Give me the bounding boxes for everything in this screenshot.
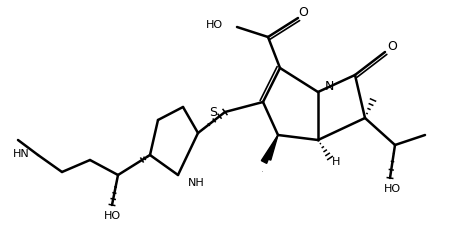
Polygon shape xyxy=(265,135,278,160)
Text: NH: NH xyxy=(188,178,205,188)
Text: HO: HO xyxy=(383,184,401,194)
Text: O: O xyxy=(298,7,308,19)
Text: HO: HO xyxy=(104,211,120,221)
Text: HN: HN xyxy=(13,149,30,159)
Text: O: O xyxy=(387,41,397,53)
Text: S: S xyxy=(209,107,217,119)
Polygon shape xyxy=(262,135,278,163)
Text: H: H xyxy=(332,157,340,167)
Text: N: N xyxy=(325,79,334,92)
Text: HO: HO xyxy=(206,20,223,30)
